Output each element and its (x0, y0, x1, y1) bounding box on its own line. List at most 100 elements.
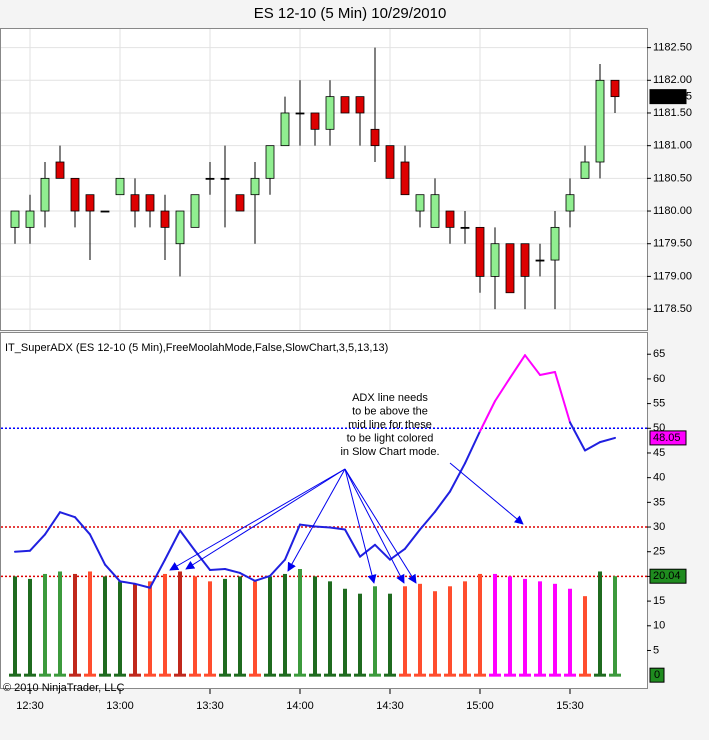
adx-segment (314, 525, 331, 529)
candle-body (40, 177, 50, 212)
annotation: ADX line needs to be above the mid line fo… (340, 392, 439, 458)
candle-body (475, 226, 485, 277)
price-panel (0, 28, 648, 331)
candle-body (100, 210, 110, 213)
adx-segment (404, 528, 421, 550)
candle-body (565, 194, 575, 212)
bar (328, 581, 332, 676)
adx-segment (209, 568, 226, 571)
bar (523, 578, 527, 676)
y-tick-label: 1178.50 (653, 303, 692, 315)
arrow (344, 468, 417, 584)
arrow (344, 468, 405, 584)
bar-base (129, 673, 141, 677)
bar (508, 576, 512, 676)
annotation-line: mid line for these (348, 419, 432, 431)
adx-segment (74, 516, 91, 536)
y-tick-label: 35 (653, 496, 665, 508)
annotation-arrows (169, 462, 524, 584)
candle-body (85, 194, 95, 212)
candle-body (205, 177, 215, 180)
bar-last-label-box (649, 568, 687, 584)
annotation-line: to be above the (352, 405, 428, 417)
bar-base (9, 673, 21, 677)
bar (433, 591, 437, 676)
adx-segment (419, 510, 436, 531)
x-tick-label: 13:30 (196, 700, 224, 712)
adx-segment (119, 580, 136, 585)
candle-body (220, 177, 230, 180)
bar (43, 573, 47, 676)
x-tick-label: 14:00 (286, 700, 314, 712)
bar (103, 576, 107, 676)
bar (553, 583, 557, 676)
zero-label: 0 (649, 667, 665, 683)
adx-segment (284, 523, 301, 561)
bar-base (504, 673, 516, 677)
bar (118, 581, 122, 676)
bar (448, 586, 452, 676)
bar-base (354, 673, 366, 677)
adx-segment (539, 370, 556, 376)
chart-title: ES 12-10 (5 Min) 10/29/2010 (254, 5, 447, 22)
annotation-line: in Slow Chart mode. (340, 446, 439, 458)
last-price-label-text: 1181.75 (653, 91, 692, 103)
bar (148, 581, 152, 676)
y-tick-label: 25 (653, 546, 665, 558)
x-tick-label: 12:30 (16, 700, 44, 712)
annotation-line: ADX line needs (352, 392, 428, 404)
adx-segment (479, 400, 496, 433)
adx-segment (344, 528, 361, 558)
adx-segment (179, 529, 196, 552)
candle-body (145, 194, 155, 212)
adx-segment (374, 543, 391, 561)
arrow (185, 468, 346, 570)
adx-segment (254, 574, 271, 582)
adx-segment (149, 558, 166, 589)
y-tick-label: 15 (653, 595, 665, 607)
bar (283, 573, 287, 676)
bar-base (234, 673, 246, 677)
bar (298, 569, 302, 676)
y-tick-label: 45 (653, 447, 665, 459)
y-tick-label: 1179.50 (653, 238, 692, 250)
y-tick-label: 65 (653, 348, 665, 360)
x-tick-label: 13:00 (106, 700, 134, 712)
candle-body (280, 112, 290, 147)
indicator-title: IT_SuperADX (ES 12-10 (5 Min),FreeMoolah… (5, 342, 388, 354)
candle-body (190, 194, 200, 228)
bar (208, 581, 212, 676)
x-tick-label: 14:30 (376, 700, 404, 712)
adx-segment (14, 549, 31, 553)
bar (88, 571, 92, 676)
candle-body (460, 226, 470, 229)
bar-last-label: 20.04 (649, 568, 687, 584)
adx-segment (59, 511, 76, 519)
adx-segment (509, 354, 526, 379)
copyright: © 2010 NinjaTrader, LLC (3, 682, 124, 694)
bar (463, 581, 467, 676)
candle-body (25, 210, 35, 228)
adx-segment (524, 354, 541, 376)
bar-base (549, 673, 561, 677)
arrow (169, 468, 346, 571)
adx-segment (134, 582, 151, 589)
adx-segment (29, 533, 46, 552)
y-tick-label: 30 (653, 521, 665, 533)
candle-body (535, 259, 545, 262)
candle-body (340, 96, 350, 114)
adx-segment (434, 490, 451, 513)
candle-body (520, 243, 530, 277)
bar-last-label-text: 20.04 (653, 570, 681, 582)
candle-body (385, 145, 395, 179)
bar (268, 576, 272, 676)
candle-body (235, 194, 245, 212)
candle-body (370, 128, 380, 147)
candle-body (595, 79, 605, 163)
adx-last-label-text: 48.05 (653, 432, 681, 444)
bar (178, 571, 182, 676)
candle-body (550, 226, 560, 261)
y-tick-label: 40 (653, 472, 665, 484)
adx-segment (89, 533, 106, 566)
bar (223, 578, 227, 676)
